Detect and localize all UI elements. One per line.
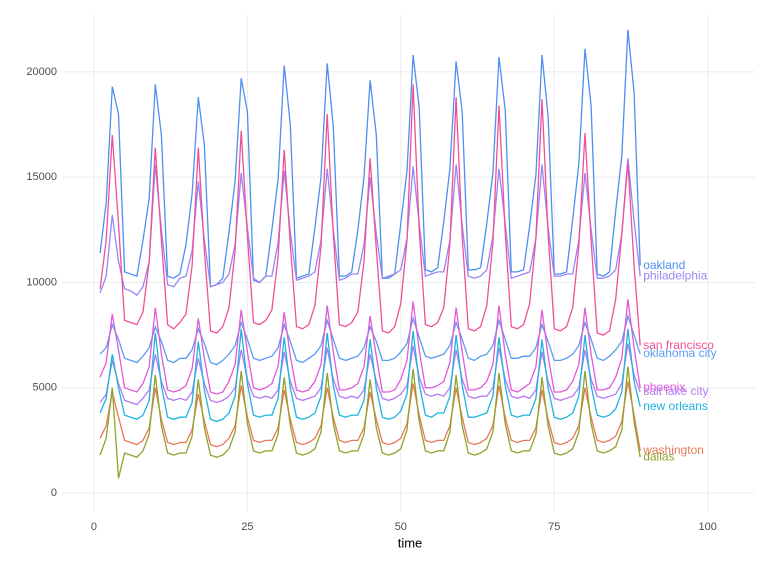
- y-tick-label: 20000: [26, 66, 57, 78]
- x-axis-title: time: [398, 535, 423, 550]
- series-label: philadelphia: [643, 268, 707, 282]
- series-label: phoenix: [643, 380, 685, 394]
- series-label: salt lake city: [643, 384, 708, 398]
- series-line: [99, 313, 641, 366]
- y-tick-label: 15000: [26, 171, 57, 183]
- series-label: san francisco: [643, 338, 714, 352]
- series-line: [99, 381, 641, 452]
- x-tick-label: 0: [91, 521, 97, 533]
- series-line: [99, 366, 641, 479]
- series-label: new orleans: [643, 399, 708, 413]
- y-tick-label: 0: [51, 487, 57, 499]
- x-tick-label: 50: [395, 521, 407, 533]
- x-tick-label: 75: [548, 521, 560, 533]
- series-line: [99, 299, 641, 395]
- y-tick-label: 5000: [33, 382, 57, 394]
- series-label: dallas: [643, 449, 674, 463]
- series-line: [99, 328, 641, 423]
- series-label: oklahoma city: [643, 346, 716, 360]
- x-tick-label: 25: [241, 521, 253, 533]
- series-line: [99, 29, 641, 288]
- series-label: washington: [642, 443, 704, 457]
- y-tick-label: 10000: [26, 276, 57, 288]
- series-line: [99, 84, 641, 346]
- x-tick-label: 100: [699, 521, 717, 533]
- series-label: oakland: [643, 258, 685, 272]
- series-line: [99, 343, 641, 406]
- series-line: [99, 158, 641, 296]
